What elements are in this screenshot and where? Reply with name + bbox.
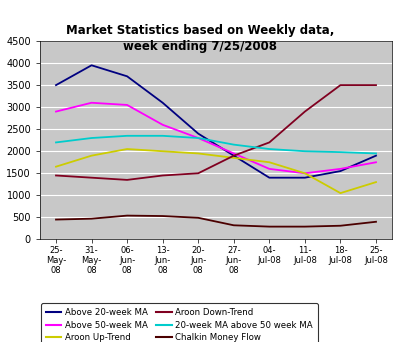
Aroon Down-Trend	[302, 109, 307, 114]
Above 20-week MA	[302, 176, 307, 180]
Above 20-week MA	[267, 176, 272, 180]
Above 20-week MA	[338, 169, 343, 173]
Aroon Up-Trend	[302, 171, 307, 175]
Line: Chalkin Money Flow: Chalkin Money Flow	[56, 215, 376, 227]
Aroon Up-Trend	[338, 191, 343, 195]
Legend: Above 20-week MA, Above 50-week MA, Aroon Up-Trend, Aroon Down-Trend, 20-week MA: Above 20-week MA, Above 50-week MA, Aroo…	[41, 303, 318, 342]
20-week MA above 50 week MA	[196, 136, 201, 140]
Line: 20-week MA above 50 week MA: 20-week MA above 50 week MA	[56, 136, 376, 154]
20-week MA above 50 week MA	[267, 147, 272, 151]
Aroon Down-Trend	[89, 176, 94, 180]
Aroon Up-Trend	[374, 180, 378, 184]
20-week MA above 50 week MA	[89, 136, 94, 140]
20-week MA above 50 week MA	[54, 140, 58, 144]
Aroon Up-Trend	[160, 149, 165, 153]
Above 50-week MA	[160, 123, 165, 127]
20-week MA above 50 week MA	[160, 134, 165, 138]
Above 20-week MA	[374, 154, 378, 158]
20-week MA above 50 week MA	[231, 143, 236, 147]
Aroon Down-Trend	[231, 154, 236, 158]
Aroon Up-Trend	[267, 160, 272, 164]
Above 20-week MA	[125, 74, 130, 78]
20-week MA above 50 week MA	[302, 149, 307, 153]
Aroon Down-Trend	[374, 83, 378, 87]
Chalkin Money Flow	[160, 214, 165, 218]
Above 50-week MA	[267, 167, 272, 171]
Aroon Up-Trend	[196, 152, 201, 156]
20-week MA above 50 week MA	[338, 150, 343, 154]
Aroon Down-Trend	[196, 171, 201, 175]
Aroon Up-Trend	[54, 165, 58, 169]
Line: Above 50-week MA: Above 50-week MA	[56, 103, 376, 173]
Above 50-week MA	[196, 136, 201, 140]
Above 20-week MA	[160, 101, 165, 105]
Aroon Down-Trend	[160, 173, 165, 177]
Above 50-week MA	[54, 109, 58, 114]
Line: Aroon Up-Trend: Aroon Up-Trend	[56, 149, 376, 193]
Line: Aroon Down-Trend: Aroon Down-Trend	[56, 85, 376, 180]
Above 50-week MA	[338, 167, 343, 171]
Chalkin Money Flow	[267, 225, 272, 229]
Above 20-week MA	[54, 83, 58, 87]
Aroon Up-Trend	[89, 154, 94, 158]
Above 50-week MA	[89, 101, 94, 105]
Aroon Down-Trend	[54, 173, 58, 177]
Above 50-week MA	[231, 152, 236, 156]
20-week MA above 50 week MA	[125, 134, 130, 138]
Aroon Up-Trend	[231, 156, 236, 160]
Chalkin Money Flow	[125, 213, 130, 218]
Chalkin Money Flow	[302, 225, 307, 229]
Above 20-week MA	[196, 132, 201, 136]
Aroon Down-Trend	[267, 140, 272, 144]
Line: Above 20-week MA: Above 20-week MA	[56, 65, 376, 178]
Aroon Up-Trend	[125, 147, 130, 151]
Chalkin Money Flow	[338, 224, 343, 228]
20-week MA above 50 week MA	[374, 152, 378, 156]
Aroon Down-Trend	[338, 83, 343, 87]
Above 50-week MA	[125, 103, 130, 107]
Above 50-week MA	[302, 171, 307, 175]
Above 20-week MA	[231, 154, 236, 158]
Chalkin Money Flow	[54, 218, 58, 222]
Chalkin Money Flow	[89, 216, 94, 221]
Text: Market Statistics based on Weekly data,
week ending 7/25/2008: Market Statistics based on Weekly data, …	[66, 24, 334, 53]
Above 20-week MA	[89, 63, 94, 67]
Above 50-week MA	[374, 160, 378, 164]
Chalkin Money Flow	[231, 223, 236, 227]
Aroon Down-Trend	[125, 178, 130, 182]
Chalkin Money Flow	[196, 216, 201, 220]
Chalkin Money Flow	[374, 220, 378, 224]
